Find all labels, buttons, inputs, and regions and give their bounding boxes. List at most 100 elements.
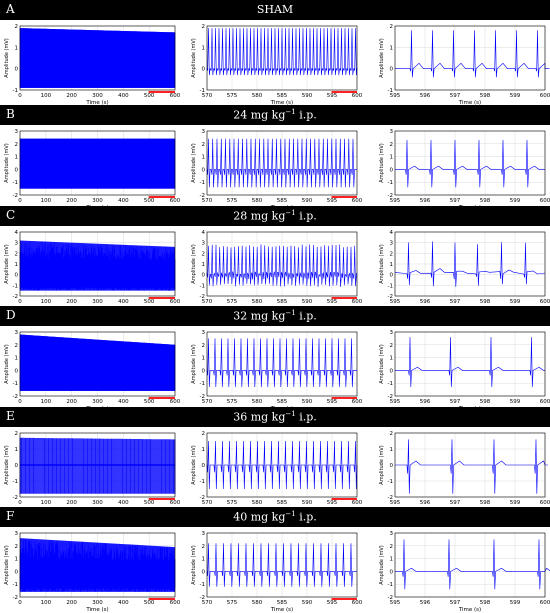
- x-tick-label: 600: [540, 299, 550, 305]
- chart-d-full: 0 100 200 300 400 500 600 -2 -1 0 1 2 3 Time (s) Ampli…: [4, 330, 181, 412]
- x-tick-label: 575: [227, 399, 238, 405]
- panel-title: SHAM: [0, 3, 550, 16]
- x-tick-label: 585: [277, 93, 288, 99]
- signal-trace: [19, 334, 176, 391]
- y-tick-label: 3: [390, 129, 394, 135]
- y-tick-label: -2: [388, 294, 393, 300]
- panel-header-a: A SHAM: [0, 0, 550, 20]
- y-tick-label: 1: [15, 356, 19, 362]
- y-tick-label: -2: [13, 495, 18, 501]
- y-tick-label: 0: [202, 368, 206, 374]
- y-axis-label: Amplitude (mV): [379, 143, 385, 182]
- grid: [394, 25, 546, 91]
- panel-title: 40 mg kg−1 i.p.: [0, 510, 550, 524]
- x-tick-label: 596: [420, 600, 431, 606]
- y-tick-label: -1: [200, 582, 205, 588]
- axes-frame: [206, 231, 358, 297]
- y-tick-label: 2: [202, 544, 206, 550]
- chart-d-zoom: 570 575 580 585 590 595 600 -2 -1 0 1 2 3 Time (s) Amp…: [191, 330, 363, 412]
- y-tick-label: -1: [13, 582, 18, 588]
- panel-title-text: 40 mg kg: [233, 510, 286, 524]
- y-tick-label: 2: [202, 24, 206, 30]
- x-tick-label: 575: [227, 500, 238, 506]
- panel-title-text: 24 mg kg: [233, 108, 286, 122]
- axes-frame: [19, 25, 176, 91]
- signal-trace: [19, 138, 176, 189]
- axes-frame: [394, 231, 546, 297]
- panel-letter: C: [6, 208, 16, 222]
- y-tick-label: 3: [390, 531, 394, 537]
- grid: [206, 532, 358, 598]
- y-tick-label: -1: [200, 381, 205, 387]
- y-tick-label: -1: [388, 283, 393, 289]
- y-tick-label: -1: [388, 479, 393, 485]
- y-tick-label: -2: [388, 394, 393, 400]
- x-tick-label: 600: [352, 299, 363, 305]
- panel-header-c: C 28 mg kg−1 i.p.: [0, 206, 550, 226]
- y-tick-label: -1: [13, 381, 18, 387]
- x-axis-label: Time (s): [85, 507, 108, 513]
- y-tick-label: -2: [388, 193, 393, 199]
- x-tick-label: 500: [144, 93, 155, 99]
- chart-f-full: 0 100 200 300 400 500 600 -2 -1 0 1 2 3 Time (s) Ampli…: [4, 531, 181, 613]
- x-tick-label: 0: [18, 93, 22, 99]
- y-tick-label: 3: [202, 241, 206, 247]
- x-tick-label: 600: [352, 500, 363, 506]
- y-axis-label: Amplitude (mV): [191, 545, 197, 584]
- y-tick-label: -2: [13, 294, 18, 300]
- x-tick-label: 575: [227, 93, 238, 99]
- x-axis-label: Time (s): [458, 306, 481, 312]
- x-tick-label: 400: [118, 93, 129, 99]
- x-tick-label: 600: [540, 600, 550, 606]
- y-tick-label: 1: [202, 262, 206, 268]
- chart-a-zoom: 570 575 580 585 590 595 600 -1 0 1 2 Time (s) Amplit…: [191, 24, 363, 106]
- y-tick-label: -2: [200, 193, 205, 199]
- x-tick-label: 580: [252, 198, 263, 204]
- y-tick-label: -2: [200, 595, 205, 601]
- y-tick-label: -1: [13, 180, 18, 186]
- panel-header-b: B 24 mg kg−1 i.p.: [0, 105, 550, 125]
- y-tick-label: -1: [200, 88, 205, 94]
- panel-title: 36 mg kg−1 i.p.: [0, 410, 550, 424]
- x-tick-label: 400: [118, 198, 129, 204]
- x-axis-label: Time (s): [270, 205, 293, 211]
- y-tick-label: 2: [15, 24, 19, 30]
- x-tick-label: 0: [18, 198, 22, 204]
- y-tick-label: 2: [390, 251, 394, 257]
- x-tick-label: 100: [41, 299, 52, 305]
- x-axis-label: Time (s): [270, 607, 293, 613]
- y-tick-label: 1: [15, 45, 19, 51]
- x-tick-label: 600: [170, 600, 181, 606]
- x-tick-label: 100: [41, 399, 52, 405]
- y-tick-label: 1: [202, 45, 206, 51]
- y-axis-label: Amplitude (mV): [191, 143, 197, 182]
- y-tick-label: 1: [390, 557, 394, 563]
- y-tick-label: 0: [15, 368, 19, 374]
- panel-title-superscript: −1: [285, 410, 296, 418]
- x-axis-label: Time (s): [85, 607, 108, 613]
- chart-d-detail: 595 596 597 598 599 600 -2 -1 0 1 2 3 Time (s) Amplit…: [379, 330, 550, 412]
- x-tick-label: 598: [480, 93, 491, 99]
- y-axis-label: Amplitude (mV): [191, 38, 197, 77]
- y-axis-label: Amplitude (mV): [4, 38, 10, 77]
- y-tick-label: 1: [15, 557, 19, 563]
- y-tick-label: -1: [200, 479, 205, 485]
- x-tick-label: 500: [144, 500, 155, 506]
- y-tick-label: 1: [15, 447, 19, 453]
- y-tick-label: 0: [202, 273, 206, 279]
- x-tick-label: 580: [252, 399, 263, 405]
- grid: [394, 532, 546, 598]
- y-axis-label: Amplitude (mV): [191, 244, 197, 283]
- x-tick-label: 600: [170, 399, 181, 405]
- x-tick-label: 300: [92, 500, 103, 506]
- x-axis-label: Time (s): [458, 100, 481, 106]
- grid: [206, 331, 358, 397]
- x-tick-label: 600: [352, 600, 363, 606]
- x-tick-label: 595: [390, 600, 401, 606]
- grid: [206, 231, 358, 297]
- grid: [394, 231, 546, 297]
- y-tick-label: -2: [13, 394, 18, 400]
- x-tick-label: 100: [41, 600, 52, 606]
- x-tick-label: 595: [390, 399, 401, 405]
- panel-title-suffix: i.p.: [295, 108, 317, 122]
